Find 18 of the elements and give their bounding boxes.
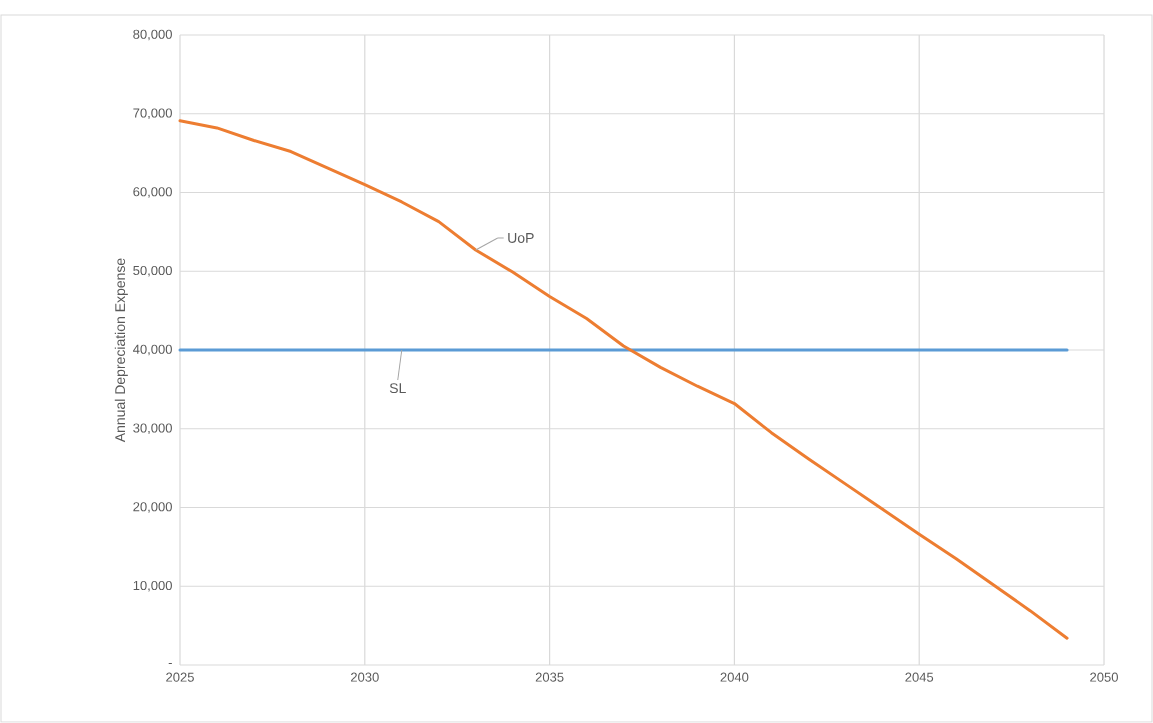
x-tick-label: 2040 [720,672,749,682]
y-tick-label: - [168,663,172,665]
y-tick-label: 80,000 [133,29,172,41]
x-tick-label: 2030 [351,672,379,682]
x-tick-label: 2035 [535,672,564,682]
y-tick-label: 10,000 [133,580,172,592]
x-tick-label: 2045 [905,672,934,682]
y-tick-label: 60,000 [133,187,172,198]
y-tick-label: 20,000 [133,502,172,513]
y-axis-title: Annual Depreciation Expense [114,258,128,443]
y-tick-label: 50,000 [133,265,172,277]
y-tick-label: 30,000 [133,423,172,435]
y-tick-label: 40,000 [133,344,172,356]
x-tick-label: 2025 [166,672,194,682]
series-label: UoP [508,233,534,243]
x-tick-label: 2050 [1090,672,1118,682]
y-tick-label: 70,000 [133,108,172,120]
text: SL [389,383,406,394]
